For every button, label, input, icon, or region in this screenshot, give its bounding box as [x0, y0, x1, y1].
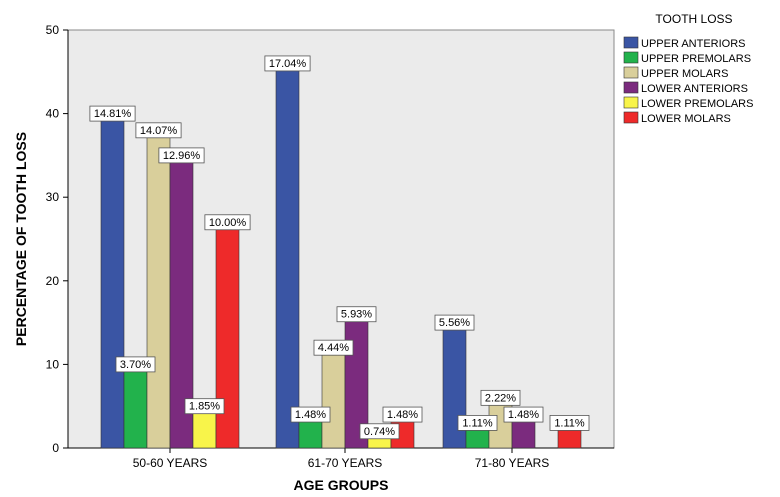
- data-label: 1.48%: [387, 409, 418, 421]
- data-label: 0.74%: [364, 426, 395, 438]
- data-label: 1.11%: [554, 417, 585, 429]
- data-label-box: [204, 214, 251, 231]
- data-label: 17.04%: [269, 58, 307, 70]
- data-label-box: [480, 389, 521, 406]
- data-label: 12.96%: [163, 150, 201, 162]
- legend-swatch: [623, 51, 639, 64]
- x-tick-label: 50-60 YEARS: [133, 456, 208, 470]
- x-axis-title: AGE GROUPS: [294, 477, 389, 493]
- bar: [100, 113, 125, 449]
- data-label: 3.70%: [120, 359, 151, 371]
- data-label-box: [313, 339, 354, 356]
- data-label-box: [115, 356, 156, 373]
- data-label-box: [503, 406, 544, 423]
- y-tick-label: 30: [46, 190, 60, 204]
- bars: [100, 63, 582, 449]
- data-labels: 14.81% 3.70% 14.07% 12.96% 1.85% 10.00% 17.04%…: [89, 55, 590, 440]
- legend-entry: LOWER ANTERIORS: [641, 83, 748, 95]
- data-label-box: [89, 105, 136, 122]
- x-axis: 50-60 YEARS 61-70 YEARS 71-80 YEARS: [68, 447, 614, 470]
- data-label: 5.93%: [341, 309, 372, 321]
- data-label: 1.85%: [189, 401, 220, 413]
- data-label-box: [264, 55, 311, 72]
- data-label: 10.00%: [209, 217, 247, 229]
- y-axis-title: PERCENTAGE OF TOOTH LOSS: [13, 132, 29, 346]
- legend-swatch: [623, 36, 639, 49]
- bar: [123, 364, 148, 449]
- data-label-box: [382, 406, 423, 423]
- data-label: 1.48%: [508, 409, 539, 421]
- data-label-box: [457, 415, 498, 431]
- data-label: 1.48%: [295, 409, 326, 421]
- data-label: 4.44%: [318, 342, 349, 354]
- legend-entry: UPPER ANTERIORS: [641, 38, 746, 50]
- bar: [275, 63, 300, 449]
- data-label-box: [434, 314, 475, 331]
- data-label-box: [184, 398, 225, 415]
- bar: [215, 221, 240, 449]
- y-tick-label: 50: [46, 23, 60, 37]
- data-label-box: [336, 306, 377, 323]
- y-tick-label: 10: [46, 357, 60, 371]
- data-label-box: [290, 406, 331, 423]
- legend-swatch: [623, 81, 639, 94]
- bar: [146, 130, 171, 449]
- y-axis: 0 10 20 30 40 50: [46, 23, 69, 455]
- data-label: 14.81%: [94, 108, 132, 120]
- y-tick-label: 20: [46, 274, 60, 288]
- data-label-box: [359, 423, 400, 440]
- legend-entry: UPPER PREMOLARS: [641, 53, 751, 65]
- legend-swatch: [623, 66, 639, 79]
- x-tick-label: 61-70 YEARS: [308, 456, 383, 470]
- legend-entry: UPPER MOLARS: [641, 68, 728, 80]
- y-tick-label: 40: [46, 107, 60, 121]
- data-label: 14.07%: [140, 125, 178, 137]
- data-label: 5.56%: [439, 317, 470, 329]
- legend-title: TOOTH LOSS: [655, 12, 732, 26]
- data-label: 1.11%: [462, 417, 493, 429]
- legend-entry: LOWER PREMOLARS: [641, 98, 753, 110]
- legend-swatch: [623, 111, 639, 124]
- data-label-box: [158, 147, 205, 164]
- legend: TOOTH LOSS UPPER ANTERIORS UPPER PREMOLAR…: [623, 12, 753, 125]
- data-label: 2.22%: [485, 392, 516, 404]
- data-label-box: [549, 415, 590, 431]
- x-tick-label: 71-80 YEARS: [475, 456, 550, 470]
- legend-swatch: [623, 96, 639, 109]
- data-label-box: [135, 122, 182, 139]
- y-tick-label: 0: [52, 441, 59, 455]
- bar: [321, 347, 346, 449]
- legend-entry: LOWER MOLARS: [641, 113, 731, 125]
